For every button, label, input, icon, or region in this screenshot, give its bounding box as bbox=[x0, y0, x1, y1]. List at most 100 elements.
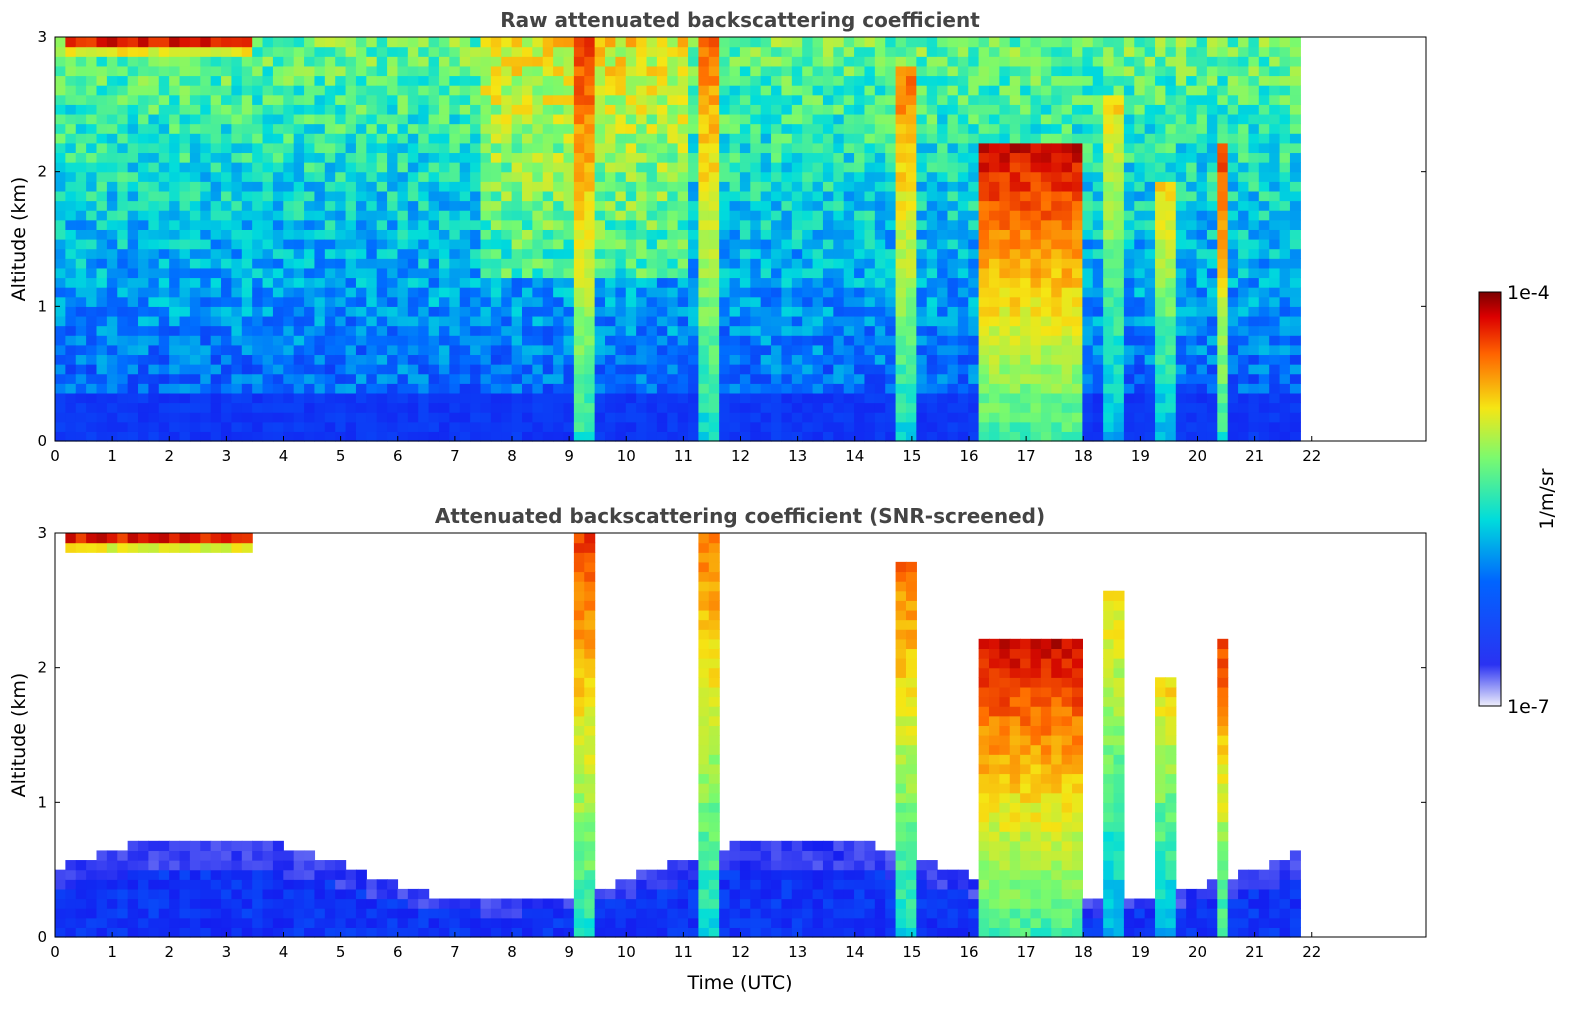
heatmap-cell bbox=[656, 421, 668, 432]
heatmap-cell bbox=[241, 133, 253, 144]
heatmap-cell bbox=[345, 65, 357, 77]
heatmap-cell bbox=[522, 104, 533, 115]
heatmap-cell bbox=[563, 335, 575, 346]
heatmap-cell bbox=[791, 383, 803, 394]
heatmap-cell bbox=[501, 421, 513, 432]
heatmap-cell bbox=[1196, 229, 1208, 240]
heatmap-cell bbox=[968, 421, 980, 432]
heatmap-cell bbox=[605, 229, 616, 240]
heatmap-cell bbox=[179, 402, 191, 413]
heatmap-cell bbox=[926, 315, 938, 327]
heatmap-cell bbox=[615, 46, 627, 57]
heatmap-cell bbox=[231, 325, 243, 336]
heatmap-cell bbox=[1175, 325, 1187, 336]
heatmap-cell bbox=[324, 344, 336, 356]
heatmap-cell bbox=[625, 162, 637, 173]
heatmap-cell bbox=[1206, 94, 1218, 105]
heatmap-cell bbox=[314, 219, 326, 230]
heatmap-cell bbox=[418, 277, 430, 288]
heatmap-cell bbox=[957, 142, 969, 154]
heatmap-cell bbox=[304, 383, 316, 394]
heatmap-cell bbox=[470, 200, 482, 211]
heatmap-cell bbox=[127, 210, 139, 221]
heatmap-cell bbox=[335, 75, 347, 86]
heatmap-cell bbox=[1009, 152, 1021, 163]
heatmap-cell bbox=[916, 75, 928, 86]
heatmap-cell bbox=[366, 123, 378, 134]
heatmap-cell bbox=[1217, 104, 1229, 115]
heatmap-cell bbox=[895, 46, 907, 57]
heatmap-cell bbox=[252, 344, 264, 356]
heatmap-cell bbox=[231, 354, 243, 365]
heatmap-cell bbox=[241, 200, 253, 211]
heatmap-cell bbox=[926, 335, 938, 346]
heatmap-cell bbox=[1155, 46, 1167, 57]
heatmap-cell bbox=[573, 306, 585, 317]
heatmap-cell bbox=[1155, 373, 1167, 384]
heatmap-cell bbox=[189, 219, 201, 230]
heatmap-cell bbox=[438, 383, 450, 394]
heatmap-cell bbox=[1258, 306, 1270, 317]
heatmap-cell bbox=[189, 133, 201, 144]
heatmap-cell bbox=[698, 277, 710, 288]
heatmap-cell bbox=[438, 248, 450, 259]
heatmap-cell bbox=[553, 210, 565, 221]
heatmap-cell bbox=[335, 364, 347, 375]
heatmap-cell bbox=[501, 56, 513, 67]
heatmap-cell bbox=[542, 344, 554, 356]
heatmap-cell bbox=[1279, 277, 1291, 288]
heatmap-cell bbox=[355, 200, 367, 211]
heatmap-cell bbox=[1206, 287, 1218, 298]
chart-title: Raw attenuated backscattering coefficien… bbox=[500, 8, 980, 32]
heatmap-cell bbox=[293, 181, 305, 192]
heatmap-cell bbox=[407, 335, 419, 346]
heatmap-cell bbox=[542, 258, 554, 269]
heatmap-cell bbox=[532, 200, 544, 211]
heatmap-cell bbox=[138, 277, 149, 288]
heatmap-cell bbox=[1030, 123, 1042, 134]
heatmap-cell bbox=[573, 181, 585, 192]
heatmap-cell bbox=[729, 296, 741, 307]
heatmap-cell bbox=[1082, 296, 1094, 307]
heatmap-cell bbox=[584, 277, 596, 288]
heatmap-cell bbox=[750, 431, 762, 442]
heatmap-cell bbox=[895, 152, 907, 163]
heatmap-cell bbox=[1155, 162, 1167, 173]
heatmap-cell bbox=[573, 296, 585, 307]
heatmap-cell bbox=[1030, 402, 1042, 413]
heatmap-cell bbox=[376, 113, 388, 125]
heatmap-cell bbox=[1051, 248, 1063, 259]
heatmap-cell bbox=[86, 296, 98, 307]
heatmap-cell bbox=[553, 248, 565, 259]
heatmap-cell bbox=[605, 267, 616, 279]
heatmap-cell bbox=[1165, 306, 1177, 317]
heatmap-cell bbox=[1082, 248, 1094, 259]
heatmap-cell bbox=[978, 354, 990, 365]
heatmap-cell bbox=[791, 392, 803, 404]
heatmap-cell bbox=[335, 37, 347, 48]
heatmap-cell bbox=[968, 162, 980, 173]
heatmap-cell bbox=[252, 142, 264, 154]
heatmap-cell bbox=[522, 296, 533, 307]
heatmap-cell bbox=[470, 181, 482, 192]
heatmap-cell bbox=[573, 277, 585, 288]
heatmap-cell bbox=[719, 152, 731, 163]
heatmap-cell bbox=[262, 239, 274, 250]
heatmap-cell bbox=[138, 267, 149, 279]
heatmap-cell bbox=[636, 402, 648, 413]
heatmap-cell bbox=[418, 248, 430, 259]
heatmap-cell bbox=[127, 152, 139, 163]
heatmap-cell bbox=[179, 65, 191, 77]
heatmap-cell bbox=[1123, 171, 1135, 182]
heatmap-cell bbox=[106, 85, 118, 96]
heatmap-cell bbox=[96, 152, 108, 163]
heatmap-cell bbox=[553, 56, 565, 67]
heatmap-cell bbox=[864, 162, 876, 173]
heatmap-cell bbox=[895, 267, 907, 279]
heatmap-cell bbox=[345, 56, 357, 67]
heatmap-cell bbox=[988, 229, 1000, 240]
heatmap-cell bbox=[1175, 287, 1187, 298]
heatmap-cell bbox=[407, 277, 419, 288]
heatmap-cell bbox=[708, 229, 720, 240]
heatmap-cell bbox=[501, 46, 513, 57]
